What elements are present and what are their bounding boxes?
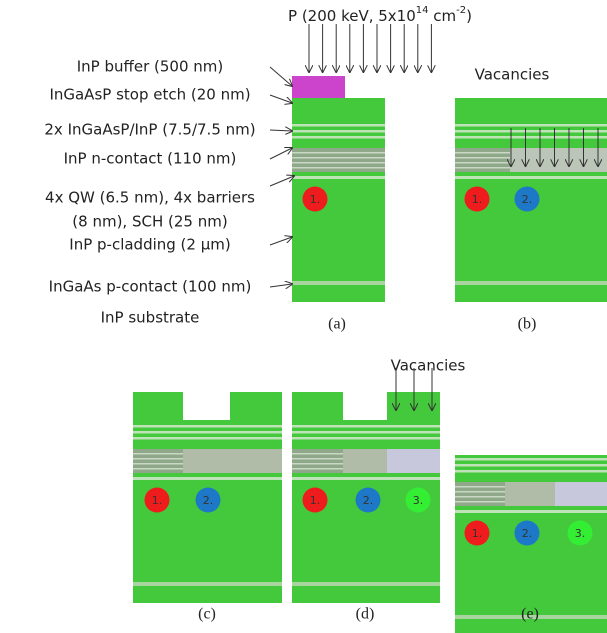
layer-label: InP buffer (500 nm) [77,58,224,76]
thin-layer [133,431,282,434]
marker-label: 2. [522,193,533,206]
qw-line [292,458,343,460]
thin-layer [133,437,282,440]
qw-line [292,162,385,164]
thin-layer [455,464,607,467]
contact-layer [133,477,282,480]
layer-label: (8 nm), SCH (25 nm) [72,213,227,231]
mesa-tab [133,392,183,421]
p-contact [292,582,440,586]
inp-buffer [292,76,345,98]
qw-line [292,167,385,169]
qw-line [292,463,343,465]
vacancy-zone [505,482,555,506]
qw-line [133,468,183,470]
qw-line [455,491,505,493]
thin-layer [292,124,385,127]
layer-label: InGaAsP stop etch (20 nm) [49,86,250,104]
thin-layer [292,136,385,139]
vacancy-zone [183,449,282,473]
panel-label: (b) [518,316,537,333]
marker-label: 2. [363,494,374,507]
thin-layer [455,470,607,473]
marker-label: 1. [472,527,483,540]
layer-label: InGaAs p-contact (100 nm) [49,278,252,296]
qw-line [455,167,510,169]
thin-layer [292,437,440,440]
qw-line [455,496,505,498]
thin-layer [455,130,607,133]
panel-label: (d) [356,606,375,623]
qw-line [455,501,505,503]
vacancy-zone [387,449,440,473]
layer-label: InP n-contact (110 nm) [64,150,237,168]
thin-layer [292,431,440,434]
qw-line [292,468,343,470]
qw-line [292,157,385,159]
vacancy-zone [555,482,607,506]
implant-label: P (200 keV, 5x1014 cm-2) [288,5,472,25]
arrow [270,95,292,103]
arrow [270,67,292,86]
qw-line [292,152,385,154]
p-contact [292,281,385,285]
qw-line [455,152,510,154]
thin-layer [133,425,282,428]
contact-layer [292,176,385,179]
marker-label: 3. [575,527,586,540]
layer-label: InP substrate [101,309,200,327]
mesa-tab [230,392,282,421]
qw-line [455,162,510,164]
qw-line [133,463,183,465]
marker-label: 1. [310,193,321,206]
qw-line [133,453,183,455]
contact-layer [292,477,440,480]
thin-layer [292,425,440,428]
vacancy-zone [343,449,387,473]
vacancies-label: Vacancies [391,357,466,375]
thin-layer [292,130,385,133]
marker-label: 1. [152,494,163,507]
thin-layer [455,124,607,127]
vacancies-label: Vacancies [475,66,550,84]
thin-layer [455,458,607,461]
qw-line [133,458,183,460]
panel-label: (a) [328,316,346,333]
arrow [270,130,292,131]
contact-layer [455,176,607,179]
qw-line [455,157,510,159]
marker-label: 2. [522,527,533,540]
thin-layer [455,136,607,139]
marker-label: 3. [413,494,424,507]
arrow [270,284,292,287]
p-contact [133,582,282,586]
contact-layer [455,510,607,513]
layer-label: 2x InGaAsP/InP (7.5/7.5 nm) [44,121,255,139]
marker-label: 1. [310,494,321,507]
qw-line [455,486,505,488]
marker-label: 1. [472,193,483,206]
figure: P (200 keV, 5x1014 cm-2) Vacancies Vacan… [0,0,607,633]
layer-label: InP p-cladding (2 μm) [69,236,230,254]
vacancy-zone [510,148,607,172]
arrow [270,237,292,245]
qw-line [292,453,343,455]
marker-label: 2. [203,494,214,507]
layer-label: 4x QW (6.5 nm), 4x barriers [45,189,255,207]
panel-label: (c) [198,606,216,623]
mesa-tab [292,392,343,421]
panel-label: (e) [521,606,539,623]
arrow [270,148,292,159]
arrow [270,176,294,186]
p-contact [455,281,607,285]
